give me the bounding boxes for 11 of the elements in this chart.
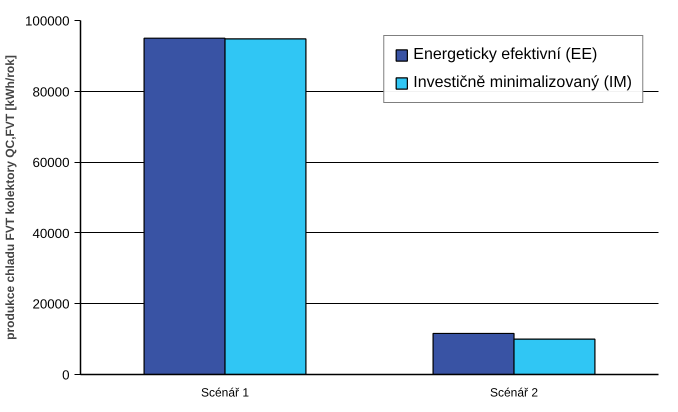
legend-label: Energeticky efektivní (EE) bbox=[413, 46, 598, 64]
y-tick-label: 0 bbox=[62, 368, 70, 382]
y-axis-title: produkce chladu FVT kolektory QC,FVT [kWh/rok] bbox=[3, 55, 18, 340]
y-tick-label: 40000 bbox=[32, 226, 70, 241]
y-tick-label: 80000 bbox=[32, 84, 70, 100]
legend-label: Investičně minimalizovaný (IM) bbox=[413, 74, 632, 92]
x-tick-label: Scénář 1 bbox=[200, 386, 250, 400]
y-tick-label: 60000 bbox=[32, 155, 70, 170]
y-tick-label: 100000 bbox=[25, 14, 70, 28]
x-tick-label: Scénář 2 bbox=[490, 386, 538, 400]
y-tick-label: 20000 bbox=[32, 296, 70, 312]
